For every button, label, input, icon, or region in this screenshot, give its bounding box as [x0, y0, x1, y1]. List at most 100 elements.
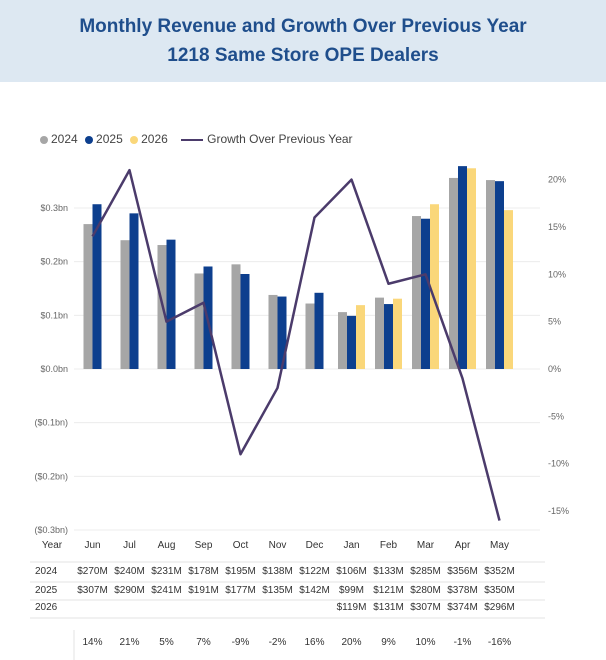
legend: 2024 2025 2026 Growth Over Previous Year [40, 132, 357, 146]
legend-item-2025: 2025 [85, 132, 123, 146]
growth-cell: 16% [304, 637, 324, 648]
growth-cell: -2% [269, 637, 287, 648]
table-cell: $307M [77, 585, 108, 596]
y-right-tick-label: 5% [548, 317, 561, 327]
table-cell: $138M [262, 566, 293, 577]
bar-2025-Jun [92, 204, 102, 369]
legend-item-2024: 2024 [40, 132, 78, 146]
growth-cell: -1% [454, 637, 472, 648]
bar-2024-Dec [305, 303, 315, 369]
bar-2025-Mar [421, 218, 430, 369]
table-cell: $122M [299, 566, 330, 577]
x-tick-label: Apr [455, 540, 471, 551]
bar-2025-Jan [347, 315, 356, 369]
table-cell: $307M [410, 602, 441, 613]
bar-2024-May [486, 180, 495, 369]
growth-cell: -16% [488, 637, 511, 648]
y-left-tick-label: ($0.2bn) [34, 471, 68, 481]
y-left-tick-label: $0.0bn [40, 364, 68, 374]
growth-cell: 21% [119, 637, 139, 648]
bar-2024-Jun [83, 224, 93, 369]
y-left-tick-label: $0.2bn [40, 257, 68, 267]
legend-label-growth: Growth Over Previous Year [207, 132, 353, 146]
y-left-tick-label: $0.3bn [40, 203, 68, 213]
bar-2025-Nov [277, 296, 287, 369]
x-tick-label: Feb [380, 540, 398, 551]
table-cell: $99M [339, 585, 364, 596]
chart-plot: $0.3bn $0.2bn $0.1bn $0.0bn ($0.1bn) ($0.2bn)… [34, 166, 569, 535]
y-right-tick-label: 10% [548, 269, 566, 279]
x-tick-label: Jun [84, 540, 100, 551]
table-cell: $352M [484, 566, 515, 577]
y-right-tick-label: 20% [548, 175, 566, 185]
legend-swatch-growth [181, 138, 204, 141]
y-right-tick-label: 15% [548, 222, 566, 232]
bar-2026-Feb [393, 298, 402, 369]
growth-cell: 7% [196, 637, 211, 648]
y-left-tick-label: ($0.1bn) [34, 418, 68, 428]
table-header-label: Year [42, 540, 63, 551]
y-right-tick-label: -15% [548, 506, 569, 516]
legend-label-2025: 2025 [96, 132, 123, 146]
table-cell: $374M [447, 602, 478, 613]
y-left-tick-label: ($0.3bn) [34, 525, 68, 535]
table-cell: $106M [336, 566, 367, 577]
legend-label-2026: 2026 [141, 132, 168, 146]
bar-2026-May [504, 210, 513, 369]
chart-title: Monthly Revenue and Growth Over Previous… [79, 16, 527, 37]
y-right-tick-label: 0% [548, 364, 561, 374]
table-cell: $178M [188, 566, 219, 577]
table-cell: $119M [337, 602, 367, 613]
legend-label-2024: 2024 [51, 132, 78, 146]
x-tick-label: Oct [233, 540, 249, 551]
x-tick-label: May [490, 540, 509, 551]
bar-2024-Nov [268, 294, 278, 369]
table-cell: $296M [484, 602, 515, 613]
bar-2025-Dec [314, 292, 324, 369]
table-cell: $135M [262, 585, 293, 596]
x-tick-label: Aug [158, 540, 176, 551]
y-left-tick-label: $0.1bn [40, 310, 68, 320]
table-cell: $378M [447, 585, 478, 596]
table-cell: $231M [151, 566, 182, 577]
legend-swatch-2024 [40, 135, 48, 144]
table-cell: $285M [410, 566, 441, 577]
bar-2024-Mar [412, 216, 421, 369]
bar-2025-Aug [166, 239, 176, 369]
bar-2025-May [495, 181, 504, 369]
growth-line [91, 168, 501, 521]
bar-2024-Sep [194, 273, 204, 369]
bar-2025-Jul [129, 213, 139, 369]
table-cell: $131M [373, 602, 404, 613]
growth-cell: 9% [381, 637, 396, 648]
table-cell: $195M [225, 566, 256, 577]
x-tick-label: Jul [123, 540, 136, 551]
table-cell: $356M [447, 566, 478, 577]
table-row-label: 2026 [35, 602, 58, 613]
bar-2025-Oct [240, 274, 250, 369]
bar-2026-Apr [467, 168, 476, 369]
x-tick-label: Nov [269, 540, 287, 551]
table-cell: $240M [114, 566, 145, 577]
legend-swatch-2025 [85, 135, 94, 144]
bar-2024-Feb [375, 297, 384, 369]
table-cell: $290M [114, 585, 145, 596]
bar-2024-Jan [338, 312, 347, 369]
table-cell: $142M [299, 585, 330, 596]
growth-cell: 5% [159, 637, 174, 648]
x-tick-label: Dec [306, 540, 324, 551]
legend-swatch-2026 [130, 135, 139, 144]
table-row-label: 2025 [35, 585, 58, 596]
growth-cell: -9% [232, 637, 250, 648]
x-tick-label: Jan [343, 540, 359, 551]
growth-cell: 14% [82, 637, 102, 648]
legend-item-2026: 2026 [130, 132, 168, 146]
legend-item-growth: Growth Over Previous Year [175, 132, 353, 146]
growth-cell: 20% [341, 637, 361, 648]
table-cell: $350M [484, 585, 515, 596]
table-cell: $191M [188, 585, 219, 596]
table-cell: $121M [373, 585, 404, 596]
x-tick-label: Sep [195, 540, 213, 551]
bar-2025-Apr [458, 166, 467, 369]
